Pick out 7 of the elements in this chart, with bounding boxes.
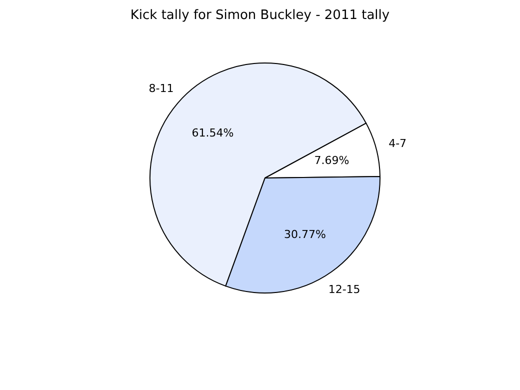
chart-title: Kick tally for Simon Buckley - 2011 tally: [129, 8, 391, 23]
data-label: 7.69%: [314, 154, 350, 168]
slice-label: 12-15: [328, 283, 360, 296]
slice-label: 8-11: [148, 82, 174, 96]
data-label: 30.77%: [284, 228, 326, 241]
slice-label: 4-7: [388, 136, 407, 150]
data-label: 61.54%: [192, 126, 234, 140]
